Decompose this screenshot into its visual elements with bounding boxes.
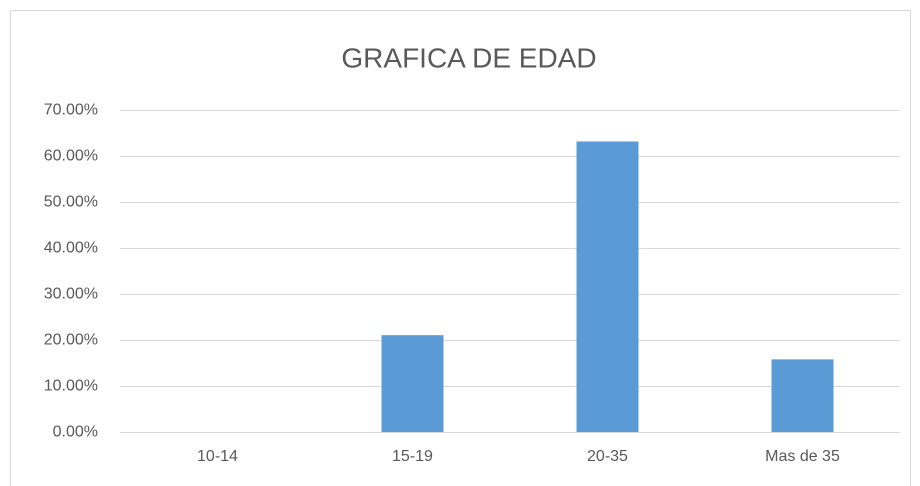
y-tick-label: 60.00% bbox=[44, 148, 98, 165]
bar bbox=[576, 141, 639, 433]
bar bbox=[381, 335, 444, 432]
y-tick-label: 30.00% bbox=[44, 286, 98, 303]
x-tick-label: 15-19 bbox=[392, 448, 433, 465]
bar bbox=[771, 359, 834, 432]
y-tick-label: 50.00% bbox=[44, 194, 98, 211]
y-tick-label: 40.00% bbox=[44, 240, 98, 257]
y-tick-label: 0.00% bbox=[53, 424, 98, 441]
x-tick-label: 10-14 bbox=[197, 448, 238, 465]
y-tick-label: 20.00% bbox=[44, 332, 98, 349]
chart-title: GRAFICA DE EDAD bbox=[341, 42, 596, 73]
x-tick-label: 20-35 bbox=[587, 448, 628, 465]
y-tick-label: 10.00% bbox=[44, 378, 98, 395]
y-tick-label: 70.00% bbox=[44, 102, 98, 119]
x-tick-label: Mas de 35 bbox=[765, 448, 840, 465]
